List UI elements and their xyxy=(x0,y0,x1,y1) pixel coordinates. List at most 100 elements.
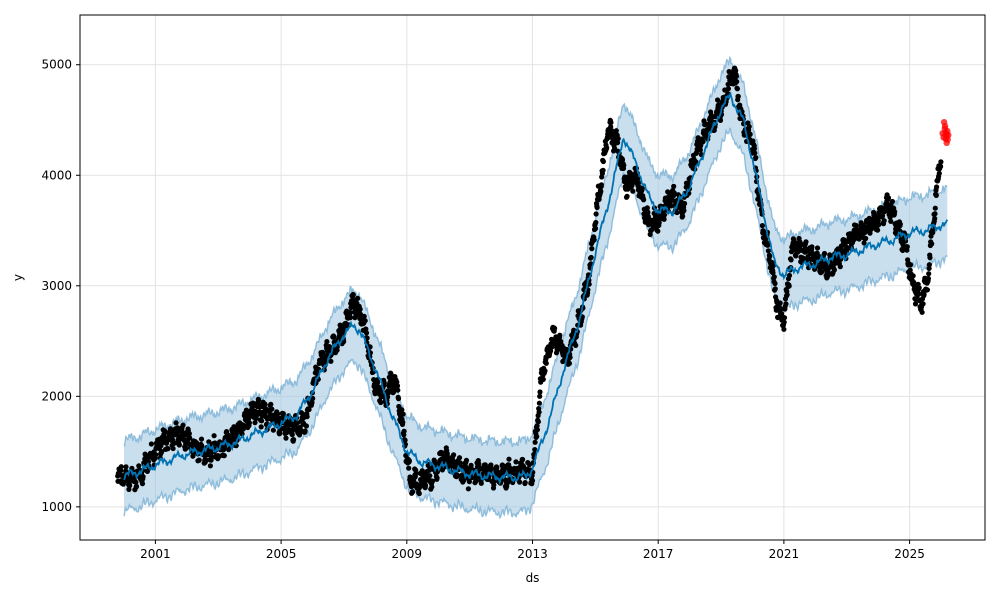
observed-point xyxy=(598,188,604,195)
observed-point xyxy=(680,213,686,219)
observed-point xyxy=(881,218,887,224)
observed-point xyxy=(600,167,606,173)
observed-point xyxy=(209,454,215,460)
observed-point xyxy=(212,440,218,446)
observed-point xyxy=(872,214,878,220)
observed-point xyxy=(133,479,139,485)
observed-point xyxy=(775,314,781,321)
observed-point xyxy=(936,170,942,176)
observed-point xyxy=(912,301,919,307)
observed-point xyxy=(159,448,165,455)
observed-point xyxy=(324,339,330,345)
observed-point xyxy=(767,253,773,259)
observed-point xyxy=(548,348,554,354)
observed-point xyxy=(170,445,176,452)
observed-point xyxy=(427,473,433,479)
observed-point xyxy=(491,482,497,488)
observed-point xyxy=(661,212,668,218)
observed-point xyxy=(557,332,563,338)
observed-point xyxy=(589,246,595,252)
observed-point xyxy=(196,457,202,463)
observed-point xyxy=(145,458,151,465)
observed-point xyxy=(621,162,627,168)
observed-point xyxy=(456,455,463,461)
observed-point xyxy=(221,453,227,459)
observed-point xyxy=(926,271,932,277)
observed-point xyxy=(252,420,258,426)
observed-point xyxy=(180,422,186,428)
observed-point xyxy=(520,456,526,463)
observed-point xyxy=(681,207,687,214)
y-tick-label: 1000 xyxy=(41,500,72,514)
observed-point xyxy=(206,439,212,445)
observed-point xyxy=(885,195,892,201)
observed-point xyxy=(517,479,523,485)
observed-point xyxy=(566,360,573,366)
observed-point xyxy=(259,418,265,424)
observed-point xyxy=(591,237,597,243)
observed-point xyxy=(604,145,610,151)
observed-point xyxy=(148,441,154,447)
observed-point xyxy=(362,318,368,324)
observed-point xyxy=(897,221,903,227)
observed-point xyxy=(814,245,821,251)
y-tick-label: 4000 xyxy=(41,168,72,182)
observed-point xyxy=(927,255,933,261)
y-axis-label: y xyxy=(11,274,25,281)
observed-point xyxy=(615,136,621,142)
observed-point xyxy=(187,435,193,441)
observed-point xyxy=(378,399,384,406)
observed-point xyxy=(661,216,667,222)
observed-point xyxy=(139,481,146,487)
observed-point xyxy=(751,146,758,152)
observed-point xyxy=(674,209,680,216)
observed-point xyxy=(600,158,607,165)
observed-point xyxy=(735,93,741,99)
observed-point xyxy=(746,123,752,130)
y-tick-label: 5000 xyxy=(41,58,72,72)
observed-point xyxy=(593,219,599,226)
observed-point xyxy=(306,406,312,413)
observed-point xyxy=(831,267,838,273)
recent-point xyxy=(945,131,952,139)
observed-point xyxy=(207,463,213,469)
observed-point xyxy=(127,483,133,489)
observed-point xyxy=(399,407,405,413)
observed-point xyxy=(457,460,463,466)
observed-point xyxy=(549,344,555,350)
observed-point xyxy=(889,198,896,205)
observed-point xyxy=(797,239,803,245)
observed-point xyxy=(916,291,922,297)
observed-point xyxy=(269,406,275,412)
observed-point xyxy=(328,358,334,364)
observed-point xyxy=(644,205,650,211)
observed-point xyxy=(513,459,519,465)
observed-point xyxy=(289,432,295,438)
observed-point xyxy=(821,250,828,257)
observed-point xyxy=(809,244,815,250)
observed-point xyxy=(285,426,291,432)
observed-point xyxy=(932,211,938,217)
x-tick-label: 2001 xyxy=(140,547,171,561)
observed-point xyxy=(639,186,645,192)
observed-point xyxy=(461,477,467,483)
observed-point xyxy=(140,474,146,480)
observed-point xyxy=(303,423,309,429)
observed-point xyxy=(938,163,944,170)
observed-point xyxy=(933,192,939,198)
observed-point xyxy=(522,480,528,486)
x-axis-label: ds xyxy=(526,571,540,585)
observed-point xyxy=(919,309,925,315)
observed-point xyxy=(406,458,412,464)
observed-point xyxy=(552,325,558,331)
observed-point xyxy=(700,139,706,145)
observed-point xyxy=(932,205,938,211)
observed-point xyxy=(505,480,511,486)
observed-point xyxy=(246,420,252,426)
x-tick-label: 2009 xyxy=(392,547,423,561)
observed-point xyxy=(630,188,636,194)
observed-point xyxy=(594,204,600,211)
observed-point xyxy=(476,461,482,467)
observed-point xyxy=(567,354,573,360)
observed-point xyxy=(176,442,182,448)
